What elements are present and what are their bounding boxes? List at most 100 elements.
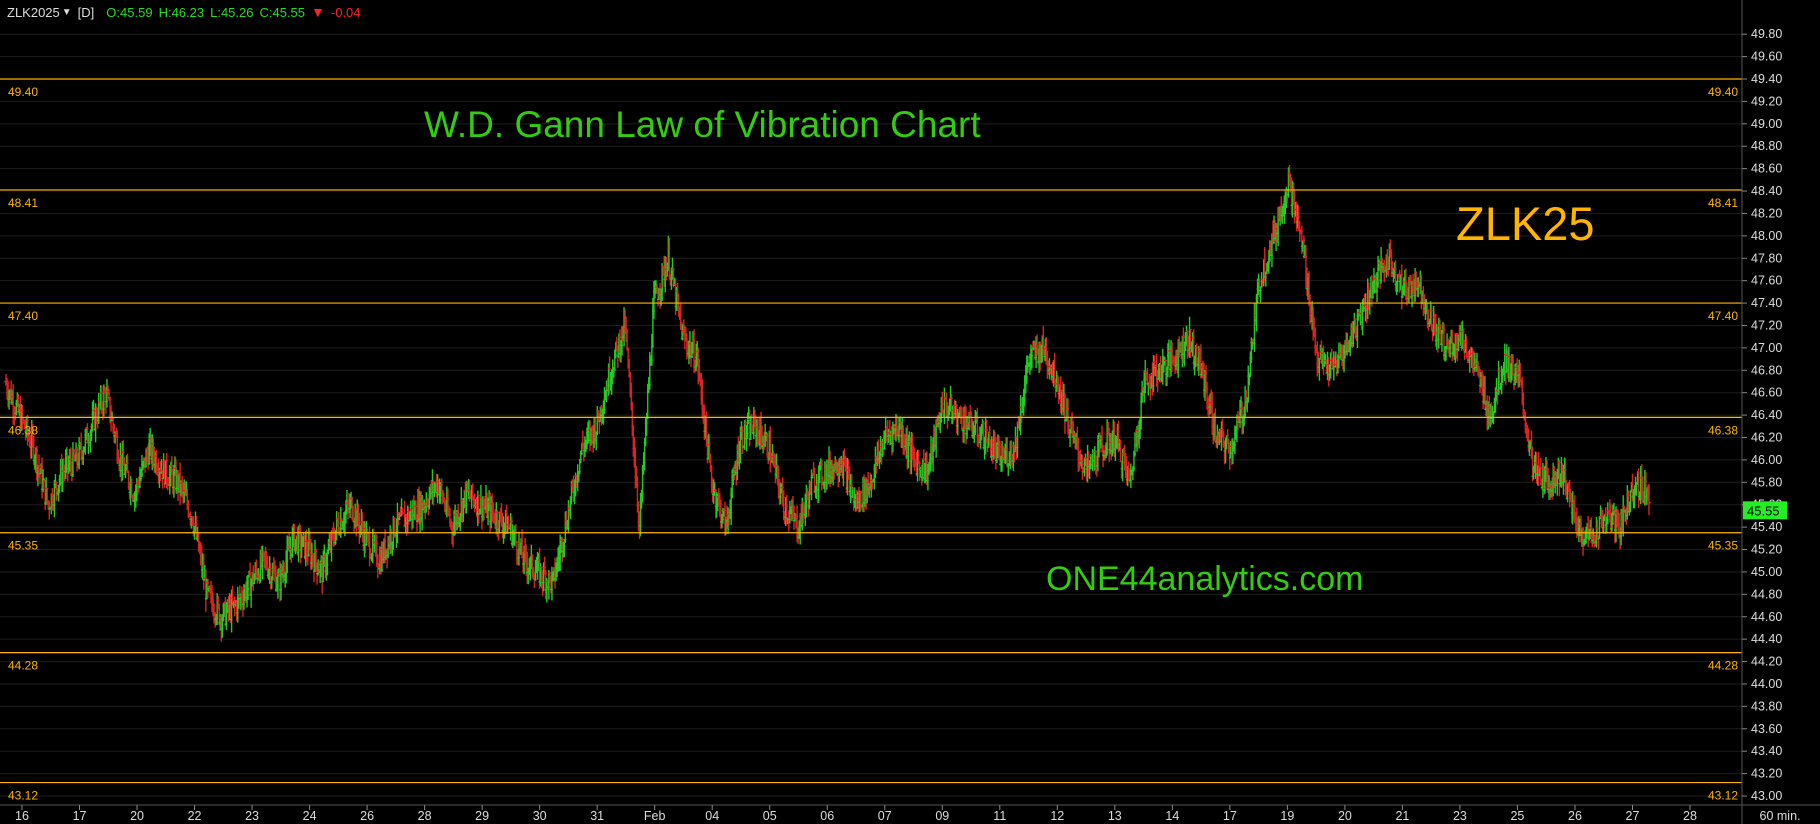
y-tick-label: 47.40 xyxy=(1751,296,1782,310)
x-tick-label: 20 xyxy=(1338,809,1352,823)
x-tick-label: 13 xyxy=(1108,809,1122,823)
y-tick-label: 48.20 xyxy=(1751,206,1782,220)
x-tick-label: 22 xyxy=(188,809,202,823)
x-tick-label: Feb xyxy=(644,809,666,823)
y-tick-label: 49.80 xyxy=(1751,27,1782,41)
x-tick-label: 11 xyxy=(993,809,1006,823)
close-value: C:45.55 xyxy=(259,4,306,20)
y-tick-label: 43.40 xyxy=(1751,744,1782,758)
y-tick-label: 43.00 xyxy=(1751,789,1782,803)
y-tick-label: 46.60 xyxy=(1751,386,1782,400)
y-tick-label: 49.60 xyxy=(1751,50,1782,64)
y-tick-label: 48.60 xyxy=(1751,162,1782,176)
level-label-left: 43.12 xyxy=(8,789,38,803)
y-tick-label: 44.20 xyxy=(1751,655,1782,669)
y-tick-label: 45.80 xyxy=(1751,475,1782,489)
price-axis[interactable]: 49.80 49.60 49.40 49.20 49.00 48.80 48.60 48.40… xyxy=(1741,0,1787,824)
x-tick-label: 19 xyxy=(1280,809,1294,823)
level-label-left: 49.40 xyxy=(8,85,38,99)
chart-title-annotation: W.D. Gann Law of Vibration Chart xyxy=(424,104,981,145)
last-price-label: 45.55 xyxy=(1747,503,1780,518)
y-tick-label: 45.00 xyxy=(1751,565,1782,579)
symbol-dropdown-icon[interactable]: ▼ xyxy=(61,6,72,18)
y-tick-label: 49.00 xyxy=(1751,117,1782,131)
level-label-left: 44.28 xyxy=(8,659,38,673)
level-label-right: 49.40 xyxy=(1708,85,1738,99)
x-tick-label: 24 xyxy=(303,809,317,823)
y-tick-label: 49.40 xyxy=(1751,72,1782,86)
x-tick-label: 26 xyxy=(360,809,374,823)
level-label-left: 46.38 xyxy=(8,423,38,437)
x-tick-label: 07 xyxy=(878,809,892,823)
y-tick-label: 47.00 xyxy=(1751,341,1782,355)
y-tick-label: 45.40 xyxy=(1751,520,1782,534)
low-value: L:45.26 xyxy=(210,4,254,20)
y-tick-label: 47.80 xyxy=(1751,251,1782,265)
y-tick-label: 46.40 xyxy=(1751,408,1782,422)
y-tick-label: 47.20 xyxy=(1751,318,1782,332)
level-label-left: 48.41 xyxy=(8,196,38,210)
symbol-label[interactable]: ZLK2025 xyxy=(7,4,60,20)
level-label-right: 48.41 xyxy=(1708,196,1738,210)
time-axis[interactable]: 16 17 20 22 23 24 26 28 29 30 31 Feb 04 05 06 07 09 11 12 1… xyxy=(0,804,1820,823)
high-value: H:46.23 xyxy=(158,4,205,20)
x-tick-label: 23 xyxy=(245,809,259,823)
x-tick-label: 25 xyxy=(1510,809,1524,823)
change-value: -0.04 xyxy=(330,4,361,20)
symbol-header: ZLK2025 ▼ [D] O:45.59 H:46.23 L:45.26 C:… xyxy=(0,0,367,24)
x-tick-label: 28 xyxy=(1683,809,1697,823)
ohlc-bar xyxy=(1646,483,1651,516)
x-tick-label: 30 xyxy=(533,809,547,823)
x-tick-label: 29 xyxy=(475,809,489,823)
website-annotation: ONE44analytics.com xyxy=(1046,560,1364,598)
y-tick-label: 44.60 xyxy=(1751,610,1782,624)
y-tick-label: 49.20 xyxy=(1751,94,1782,108)
y-tick-label: 44.40 xyxy=(1751,632,1782,646)
y-tick-label: 44.00 xyxy=(1751,677,1782,691)
level-label-right: 45.35 xyxy=(1708,539,1738,553)
vibration-levels: 49.40 49.40 48.41 48.41 47.40 47.40 46.38 46.38… xyxy=(0,78,1742,803)
y-tick-label: 47.60 xyxy=(1751,274,1782,288)
x-tick-label: 27 xyxy=(1626,809,1640,823)
y-tick-label: 45.20 xyxy=(1751,543,1782,557)
x-tick-label: 28 xyxy=(418,809,432,823)
x-tick-label: 26 xyxy=(1568,809,1582,823)
y-tick-label: 43.20 xyxy=(1751,767,1782,781)
x-tick-label: 17 xyxy=(1223,809,1237,823)
x-tick-label: 23 xyxy=(1453,809,1467,823)
level-label-left: 47.40 xyxy=(8,309,38,323)
x-tick-label: 04 xyxy=(705,809,719,823)
y-tick-label: 44.80 xyxy=(1751,587,1782,601)
x-tick-label: 31 xyxy=(590,809,604,823)
symbol-annotation: ZLK25 xyxy=(1456,197,1595,250)
timeframe-label[interactable]: [D] xyxy=(77,4,95,20)
down-arrow-icon: ▼ xyxy=(311,4,325,20)
level-label-left: 45.35 xyxy=(8,539,38,553)
x-tick-label: 09 xyxy=(935,809,949,823)
y-tick-label: 46.00 xyxy=(1751,453,1782,467)
y-tick-label: 48.80 xyxy=(1751,139,1782,153)
level-label-right: 43.12 xyxy=(1708,789,1738,803)
x-tick-label: 12 xyxy=(1050,809,1064,823)
x-tick-label: 16 xyxy=(15,809,29,823)
level-label-right: 47.40 xyxy=(1708,309,1738,323)
y-tick-label: 48.00 xyxy=(1751,229,1782,243)
y-tick-label: 46.20 xyxy=(1751,431,1782,445)
x-tick-label: 14 xyxy=(1165,809,1179,823)
price-bars xyxy=(4,164,1651,642)
y-tick-label: 46.80 xyxy=(1751,363,1782,377)
y-tick-label: 43.80 xyxy=(1751,699,1782,713)
x-tick-label: 20 xyxy=(130,809,144,823)
x-tick-label: 06 xyxy=(820,809,834,823)
x-tick-label: 17 xyxy=(73,809,87,823)
y-tick-label: 48.40 xyxy=(1751,184,1782,198)
level-label-right: 44.28 xyxy=(1708,659,1738,673)
x-tick-label: 05 xyxy=(763,809,777,823)
y-tick-label: 43.60 xyxy=(1751,722,1782,736)
open-value: O:45.59 xyxy=(106,4,153,20)
level-label-right: 46.38 xyxy=(1708,423,1738,437)
last-price-marker: 45.55 xyxy=(1743,501,1787,520)
interval-label[interactable]: 60 min. xyxy=(1760,809,1801,823)
